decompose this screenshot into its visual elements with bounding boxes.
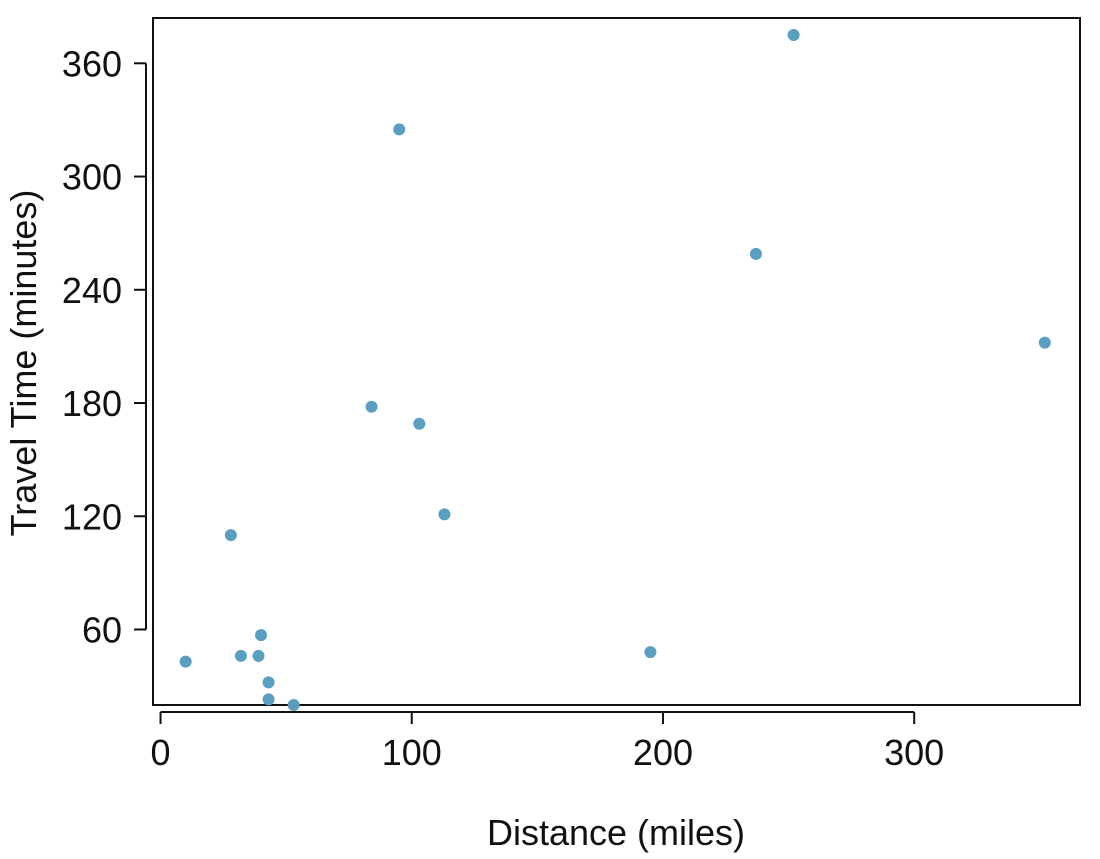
data-point — [224, 529, 237, 542]
data-point — [262, 693, 275, 706]
data-point — [287, 699, 300, 711]
data-points — [179, 28, 1051, 711]
data-point — [252, 649, 265, 662]
data-point — [1038, 336, 1051, 349]
y-tick-label: 60 — [82, 610, 122, 651]
x-axis: 0 100 200 300 — [151, 711, 944, 773]
y-tick-label: 360 — [62, 43, 122, 84]
data-point — [179, 655, 192, 668]
y-tick-label: 300 — [62, 157, 122, 198]
y-tick-label: 180 — [62, 383, 122, 424]
data-point — [787, 28, 800, 41]
data-point — [749, 247, 762, 260]
x-tick-label: 0 — [151, 732, 171, 773]
data-point — [438, 508, 451, 521]
x-tick-label: 200 — [633, 732, 693, 773]
data-point — [262, 676, 275, 689]
x-axis-title: Distance (miles) — [487, 812, 745, 853]
x-tick-label: 300 — [884, 732, 944, 773]
data-point — [234, 649, 247, 662]
data-point — [393, 123, 406, 136]
data-point — [255, 629, 268, 642]
y-axis-title: Travel Time (minutes) — [3, 190, 44, 537]
data-point — [644, 646, 657, 659]
plot-frame — [152, 17, 1081, 706]
y-tick-label: 120 — [62, 496, 122, 537]
x-tick-label: 100 — [382, 732, 442, 773]
y-axis: 60 120 180 240 300 360 — [62, 43, 147, 651]
data-point — [365, 400, 378, 413]
y-tick-label: 240 — [62, 270, 122, 311]
data-point — [413, 417, 426, 430]
